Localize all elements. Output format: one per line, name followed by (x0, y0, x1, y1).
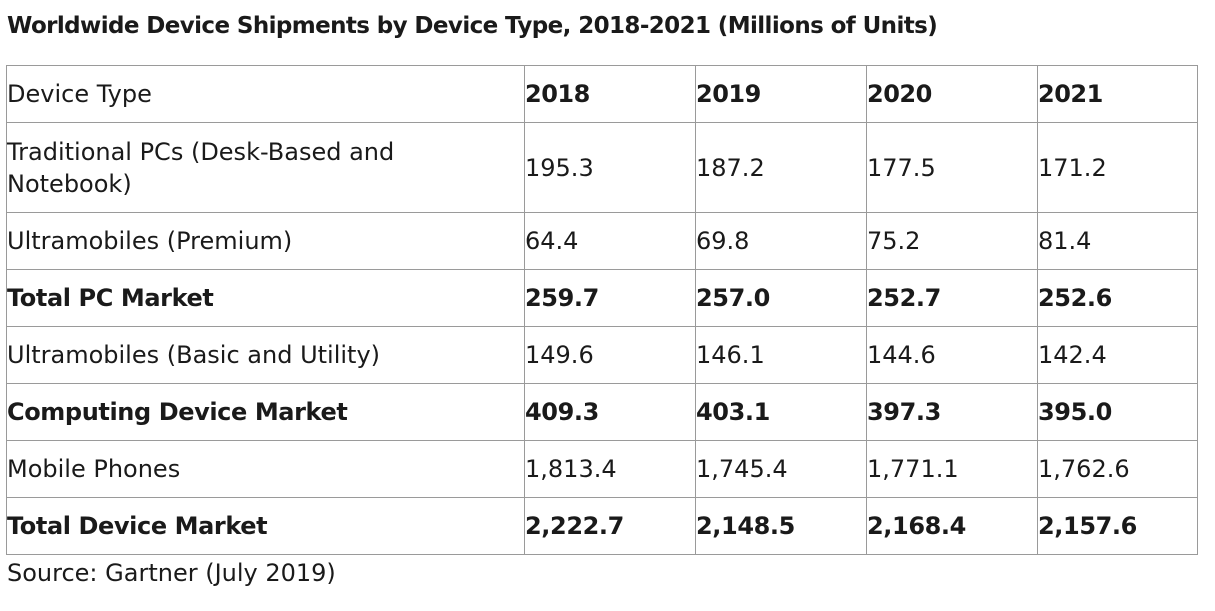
cell-value: 2,157.6 (1037, 497, 1198, 555)
cell-value: 403.1 (695, 383, 867, 441)
cell-value: 409.3 (524, 383, 696, 441)
cell-value: 144.6 (866, 326, 1038, 384)
cell-value: 195.3 (524, 122, 696, 213)
header-year-2021: 2021 (1037, 65, 1198, 123)
header-year-2018: 2018 (524, 65, 696, 123)
cell-value: 142.4 (1037, 326, 1198, 384)
cell-value: 1,762.6 (1037, 440, 1198, 498)
cell-value: 252.6 (1037, 269, 1198, 327)
cell-value: 177.5 (866, 122, 1038, 213)
cell-value: 397.3 (866, 383, 1038, 441)
table-row: Ultramobiles (Basic and Utility) 149.6 1… (6, 326, 1198, 384)
table-row-total: Total Device Market 2,222.7 2,148.5 2,16… (6, 497, 1198, 555)
cell-value: 1,771.1 (866, 440, 1038, 498)
cell-value: 149.6 (524, 326, 696, 384)
table-row-total: Total PC Market 259.7 257.0 252.7 252.6 (6, 269, 1198, 327)
cell-value: 187.2 (695, 122, 867, 213)
header-device-type: Device Type (6, 65, 525, 123)
row-label-ultramobiles-premium: Ultramobiles (Premium) (6, 212, 525, 270)
table-header-row: Device Type 2018 2019 2020 2021 (6, 65, 1198, 123)
cell-value: 64.4 (524, 212, 696, 270)
cell-value: 252.7 (866, 269, 1038, 327)
row-label-mobile-phones: Mobile Phones (6, 440, 525, 498)
table-row: Ultramobiles (Premium) 64.4 69.8 75.2 81… (6, 212, 1198, 270)
header-year-2020: 2020 (866, 65, 1038, 123)
row-label-total-device-market: Total Device Market (6, 497, 525, 555)
cell-value: 2,168.4 (866, 497, 1038, 555)
cell-value: 259.7 (524, 269, 696, 327)
row-label-computing-device-market: Computing Device Market (6, 383, 525, 441)
cell-value: 81.4 (1037, 212, 1198, 270)
row-label-total-pc-market: Total PC Market (6, 269, 525, 327)
row-label-traditional-pcs: Traditional PCs (Desk-Based and Notebook… (6, 122, 525, 213)
cell-value: 146.1 (695, 326, 867, 384)
cell-value: 1,813.4 (524, 440, 696, 498)
cell-value: 2,148.5 (695, 497, 867, 555)
cell-value: 257.0 (695, 269, 867, 327)
cell-value: 171.2 (1037, 122, 1198, 213)
shipments-table: Device Type 2018 2019 2020 2021 Traditio… (6, 65, 1198, 555)
cell-value: 2,222.7 (524, 497, 696, 555)
cell-value: 395.0 (1037, 383, 1198, 441)
table-row-total: Computing Device Market 409.3 403.1 397.… (6, 383, 1198, 441)
cell-value: 1,745.4 (695, 440, 867, 498)
cell-value: 75.2 (866, 212, 1038, 270)
source-note: Source: Gartner (July 2019) (7, 559, 336, 587)
header-year-2019: 2019 (695, 65, 867, 123)
table-title: Worldwide Device Shipments by Device Typ… (7, 13, 938, 39)
table-row: Mobile Phones 1,813.4 1,745.4 1,771.1 1,… (6, 440, 1198, 498)
table-row: Traditional PCs (Desk-Based and Notebook… (6, 122, 1198, 213)
row-label-ultramobiles-basic: Ultramobiles (Basic and Utility) (6, 326, 525, 384)
cell-value: 69.8 (695, 212, 867, 270)
